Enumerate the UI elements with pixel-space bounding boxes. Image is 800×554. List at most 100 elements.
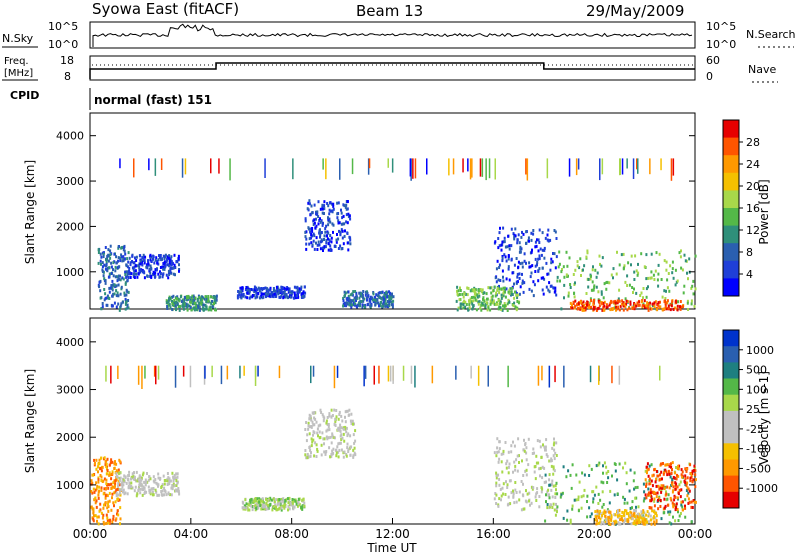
- cell-6-145: [618, 522, 621, 526]
- cell-2-140: [278, 289, 281, 293]
- cell-8-142: [361, 303, 364, 307]
- cell-1-182: [130, 477, 132, 481]
- cell-2-114: [300, 292, 303, 296]
- cell-0-176: [115, 289, 118, 293]
- cell-3-112: [308, 202, 311, 206]
- cell-9-99: [501, 308, 504, 312]
- cell-3-118: [349, 445, 352, 449]
- cell-7-182: [207, 297, 210, 301]
- cell-1-1: [144, 490, 146, 494]
- cell-5-140: [672, 515, 674, 519]
- cell-0-185: [103, 277, 106, 281]
- streak-19: [575, 158, 578, 176]
- cell-3-178: [331, 414, 334, 417]
- cell-5-17: [637, 271, 640, 275]
- cell-0-168: [124, 252, 127, 256]
- cell-6-33: [620, 515, 623, 518]
- cell-0-131: [111, 304, 114, 308]
- cell-6-121: [633, 522, 636, 526]
- cell-0-183: [100, 479, 103, 482]
- cell-5-114: [575, 498, 578, 502]
- cell-9-101: [475, 308, 478, 312]
- cell-5-19: [590, 467, 593, 471]
- cell-8-196: [366, 298, 368, 302]
- cell-5-96: [602, 481, 605, 485]
- cell-5-121: [590, 512, 593, 516]
- cell-7-177: [205, 305, 208, 309]
- cell-6-97: [661, 307, 664, 311]
- cell-1-13: [143, 492, 146, 495]
- cell-4-155: [543, 480, 546, 484]
- cell-6-88: [603, 522, 606, 526]
- cell-1-177: [169, 266, 172, 270]
- cell-6-85: [655, 514, 658, 518]
- cell-5-154: [562, 516, 565, 520]
- cell-4-113: [535, 461, 538, 465]
- cell-4-178: [537, 238, 540, 242]
- cell-0-83: [119, 292, 122, 296]
- cell-0-190: [114, 479, 117, 483]
- cell-5-174: [674, 519, 677, 523]
- cell-3-77: [329, 435, 332, 439]
- cell-5-57: [677, 300, 679, 304]
- cell-4-157: [495, 267, 498, 271]
- cell-5-75: [685, 489, 688, 492]
- cell-7-120: [691, 480, 694, 484]
- cell-2-26: [246, 506, 249, 510]
- cell-2-117: [279, 500, 282, 503]
- cell-1-52: [169, 268, 172, 272]
- cell-4-40: [512, 494, 515, 498]
- streak-38: [204, 365, 206, 379]
- cell-0-50: [109, 461, 112, 465]
- cell-4-186: [505, 480, 507, 484]
- cell-1-118: [143, 276, 146, 280]
- streak-46: [184, 158, 187, 175]
- cell-8-98: [352, 298, 355, 302]
- cell-7-40: [647, 474, 650, 478]
- cell-6-167: [605, 303, 608, 307]
- streak-42: [659, 365, 661, 381]
- cell-2-192: [256, 295, 259, 299]
- cell-4-161: [505, 466, 508, 470]
- cell-6-23: [608, 517, 611, 521]
- cell-5-118: [553, 508, 556, 512]
- cell-1-18: [152, 272, 154, 276]
- streak-9: [391, 158, 394, 173]
- cell-3-101: [320, 238, 323, 242]
- cell-5-97: [557, 265, 560, 269]
- cell-8-154: [391, 305, 394, 309]
- cell-0-168: [113, 504, 115, 508]
- cell-5-98: [642, 302, 645, 306]
- cell-2-191: [245, 506, 248, 510]
- cell-2-84: [255, 499, 258, 502]
- cell-4-81: [551, 479, 554, 483]
- streak-35: [598, 365, 600, 385]
- cell-9-78: [492, 289, 495, 292]
- cbar-seg-0: [723, 120, 739, 139]
- cell-3-135: [353, 441, 356, 445]
- cell-0-89: [108, 275, 111, 279]
- cell-5-101: [687, 277, 689, 281]
- cbar-seg-6: [723, 427, 739, 444]
- cell-1-51: [128, 269, 130, 273]
- cell-3-57: [319, 233, 322, 237]
- cell-6-198: [635, 304, 638, 308]
- cell-6-122: [601, 302, 604, 306]
- cell-6-158: [579, 306, 582, 310]
- cell-6-47: [659, 305, 662, 309]
- cell-4-91: [519, 285, 522, 289]
- cell-7-129: [668, 486, 671, 490]
- streak-31: [619, 158, 621, 175]
- cell-3-12: [348, 408, 351, 412]
- cell-8-189: [351, 303, 353, 307]
- cell-2-190: [270, 291, 273, 295]
- cell-7-0: [169, 306, 172, 310]
- cell-5-31: [617, 297, 620, 301]
- cell-0-99: [111, 279, 114, 283]
- cell-6-187: [645, 304, 648, 308]
- cell-5-168: [635, 291, 638, 295]
- streak-21: [278, 365, 281, 379]
- cell-2-171: [266, 292, 269, 296]
- cell-0-184: [103, 456, 106, 460]
